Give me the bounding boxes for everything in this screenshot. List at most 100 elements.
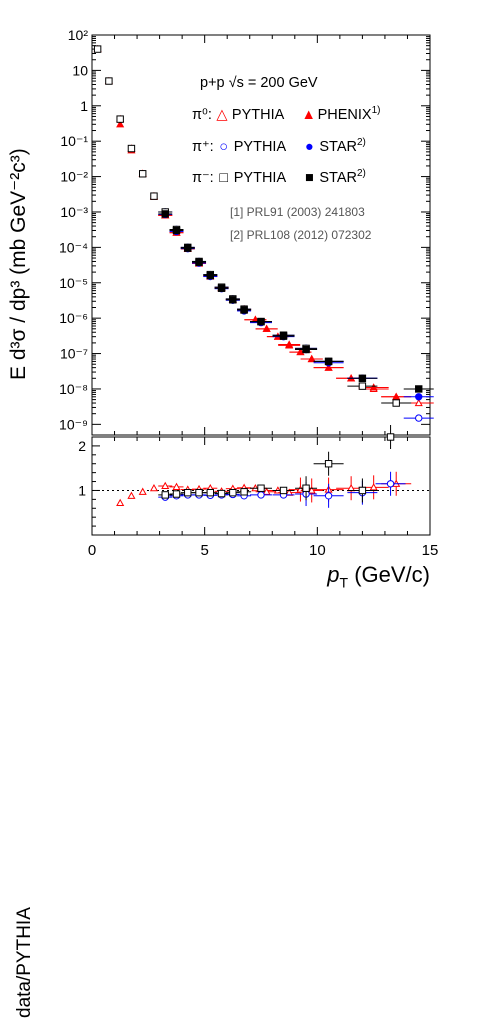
legend-data-piplus: STAR: [319, 138, 357, 155]
legend-particle-piminus: π⁻:: [192, 169, 214, 186]
data-point: [229, 296, 237, 304]
y-tick-label-top: 10⁻⁸: [59, 381, 88, 397]
ratio-point: [257, 491, 265, 499]
ratio-point: [161, 491, 169, 499]
open-triangle-icon: △: [216, 106, 228, 123]
data-point: [285, 341, 294, 349]
data-point: [105, 77, 113, 85]
y-tick-label-top: 10⁻⁴: [59, 239, 88, 255]
ratio-point: [358, 486, 367, 495]
ratio-point: [229, 488, 237, 497]
x-tick-label: 0: [88, 542, 96, 559]
ratio-point: [172, 490, 181, 498]
ratio-point: [116, 498, 125, 506]
data-point: [150, 192, 158, 200]
data-point: [93, 45, 102, 53]
top-panel-frame: [91, 34, 431, 436]
y-axis-title-bottom: data/PYTHIA: [4, 440, 48, 1018]
data-point: [392, 399, 400, 407]
data-point: [358, 374, 367, 382]
x-tick-label: 15: [422, 542, 439, 559]
x-tick-label: 5: [200, 542, 208, 559]
y-axis-title-top-text: E d³σ / dp³ (mb GeV⁻²c³): [7, 148, 30, 380]
data-point: [116, 115, 124, 123]
filled-triangle-icon: ▲: [301, 106, 316, 123]
x-axis-title-sub: T: [339, 574, 349, 591]
ratio-point: [369, 483, 378, 491]
ratio-point: [206, 488, 215, 497]
ratio-point: [217, 489, 226, 498]
legend-ref-pi0: 1): [371, 105, 381, 116]
data-point: [116, 120, 125, 128]
ratio-point: [184, 488, 192, 497]
data-point: [415, 393, 423, 401]
data-point: [195, 258, 203, 266]
reference-2: [2] PRL108 (2012) 072302: [230, 228, 372, 242]
data-point: [302, 345, 310, 354]
y-tick-label-top: 10⁻⁷: [60, 346, 88, 362]
legend-particle-pi0: π⁰:: [192, 106, 212, 123]
data-point: [184, 244, 192, 252]
y-tick-label-bottom: 1: [78, 482, 86, 498]
ratio-point: [127, 491, 136, 499]
legend-data-pi0: PHENIX: [317, 106, 372, 123]
ratio-point: [149, 483, 159, 492]
data-point: [139, 170, 147, 178]
ratio-point: [386, 433, 395, 441]
legend-data-piminus: STAR: [319, 169, 357, 186]
data-point: [240, 306, 248, 314]
data-point: [217, 284, 226, 292]
x-axis-title-unit: (GeV/c): [348, 562, 430, 587]
filled-circle-icon: ●: [304, 138, 314, 155]
ratio-point: [307, 486, 316, 494]
data-point: [206, 271, 215, 280]
y-tick-label-top: 10⁻¹: [60, 133, 88, 149]
ratio-point: [161, 481, 170, 490]
data-point: [172, 226, 181, 235]
data-point: [358, 382, 367, 390]
data-point: [127, 144, 136, 153]
data-point: [415, 414, 423, 422]
legend-sim-pi0: PYTHIA: [231, 106, 284, 123]
x-axis-title-main: p: [327, 562, 340, 587]
y-tick-label-top: 10²: [68, 27, 89, 43]
ratio-point: [172, 482, 181, 490]
y-axis-title-top: E d³σ / dp³ (mb GeV⁻²c³): [4, 35, 48, 430]
data-point: [415, 385, 423, 393]
legend-ref-piplus: 2): [357, 137, 366, 148]
legend-particle-piplus: π⁺:: [192, 138, 214, 155]
ratio-point: [138, 487, 147, 495]
legend-sim-piminus: PYTHIA: [233, 169, 286, 186]
y-tick-label-top: 10⁻²: [60, 169, 88, 185]
data-point: [279, 332, 288, 340]
ratio-point: [257, 484, 265, 492]
data-point: [257, 317, 265, 326]
data-point: [262, 324, 271, 332]
ratio-point: [324, 460, 333, 468]
x-axis-title: pT (GeV/c): [327, 562, 430, 590]
data-point: [324, 357, 333, 366]
y-tick-label-top: 10⁻⁹: [59, 416, 88, 432]
ratio-point: [262, 487, 271, 495]
open-circle-icon: ○: [219, 138, 229, 155]
y-tick-label-top: 10⁻⁶: [59, 310, 88, 326]
y-axis-title-bottom-text: data/PYTHIA: [14, 907, 35, 1018]
bottom-panel-frame: [91, 436, 431, 536]
data-point: [296, 347, 305, 356]
legend-row-piminus: π⁻: □ PYTHIA ■ STAR2): [192, 168, 366, 186]
data-point: [161, 210, 169, 218]
ratio-point: [279, 486, 288, 495]
data-point: [324, 363, 333, 371]
legend-ref-piminus: 2): [357, 168, 366, 179]
y-tick-label-top: 1: [80, 98, 88, 114]
y-tick-label-top: 10: [72, 62, 88, 78]
legend-header: p+p √s = 200 GeV: [200, 75, 318, 91]
legend-sim-piplus: PYTHIA: [233, 138, 286, 155]
y-tick-label-top: 10⁻³: [60, 204, 88, 220]
data-point: [369, 383, 378, 391]
data-point: [307, 354, 316, 363]
legend-row-pi0: π⁰: △ PYTHIA ▲ PHENIX1): [192, 105, 380, 123]
open-square-icon: □: [219, 169, 229, 186]
y-tick-label-bottom: 2: [78, 438, 86, 454]
ratio-point: [302, 484, 310, 492]
